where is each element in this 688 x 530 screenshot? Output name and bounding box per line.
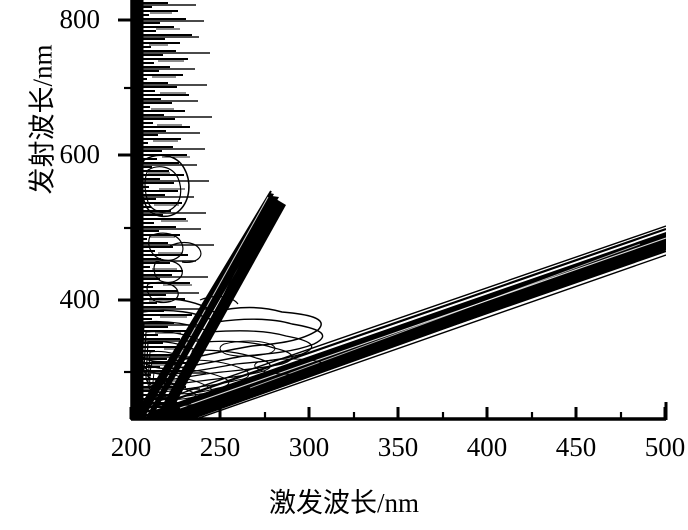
y-tick-label-400: 400 — [59, 284, 101, 314]
axis-frame — [130, 0, 668, 421]
y-tick-label-600: 600 — [59, 139, 101, 169]
x-tick-label-400: 400 — [466, 432, 508, 462]
x-axis-label: 激发波长/nm — [268, 488, 419, 518]
y-tick-label-800: 800 — [59, 4, 101, 34]
x-tick-label-200: 200 — [110, 432, 152, 462]
y-axis-ticks — [118, 18, 132, 374]
x-tick-label-450: 450 — [555, 432, 597, 462]
y-axis-label: 发射波长/nm — [27, 44, 58, 195]
low-excitation-noise-band — [132, 0, 214, 419]
scatter-contour-fragments — [146, 232, 239, 305]
x-tick-label-300: 300 — [288, 432, 330, 462]
x-axis-ticks — [129, 407, 667, 419]
x-tick-label-350: 350 — [377, 432, 419, 462]
x-tick-label-250: 250 — [199, 432, 241, 462]
x-tick-label-500: 500 — [644, 432, 686, 462]
secondary-contour-blob — [139, 154, 190, 218]
contour-layer — [132, 0, 666, 419]
